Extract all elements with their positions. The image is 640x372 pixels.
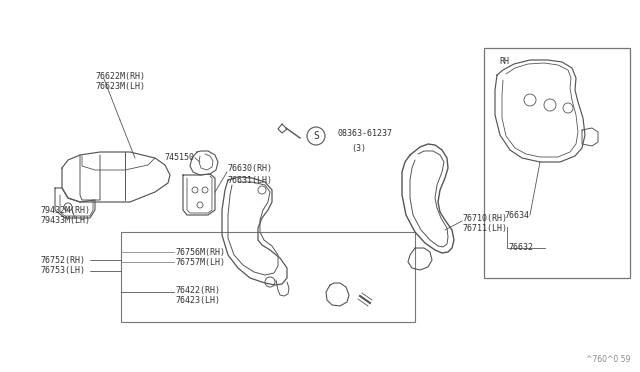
Text: 76423(LH): 76423(LH) xyxy=(175,295,220,305)
Text: 76753(LH): 76753(LH) xyxy=(40,266,85,276)
Text: 76632: 76632 xyxy=(509,243,534,251)
Text: (3): (3) xyxy=(351,144,366,153)
Text: 745150: 745150 xyxy=(164,154,194,163)
Bar xyxy=(121,232,415,322)
Text: RH: RH xyxy=(499,57,509,66)
Text: 76623M(LH): 76623M(LH) xyxy=(95,82,145,91)
Text: 08363-61237: 08363-61237 xyxy=(338,129,393,138)
Text: 76756M(RH): 76756M(RH) xyxy=(175,247,225,257)
Text: 76757M(LH): 76757M(LH) xyxy=(175,257,225,266)
Text: 76634: 76634 xyxy=(504,211,529,219)
Text: S: S xyxy=(313,131,319,141)
Text: 76622M(RH): 76622M(RH) xyxy=(95,72,145,81)
Text: 79432M(RH): 79432M(RH) xyxy=(40,205,90,215)
Text: 76752(RH): 76752(RH) xyxy=(40,256,85,264)
Bar xyxy=(484,48,630,278)
Text: 79433M(LH): 79433M(LH) xyxy=(40,217,90,225)
Text: 76710(RH): 76710(RH) xyxy=(462,214,507,222)
Text: 76711(LH): 76711(LH) xyxy=(462,224,507,234)
Text: ^760^0 59: ^760^0 59 xyxy=(586,355,630,364)
Text: 76422(RH): 76422(RH) xyxy=(175,285,220,295)
Text: 76631(LH): 76631(LH) xyxy=(227,176,272,185)
Text: 76630(RH): 76630(RH) xyxy=(227,164,272,173)
